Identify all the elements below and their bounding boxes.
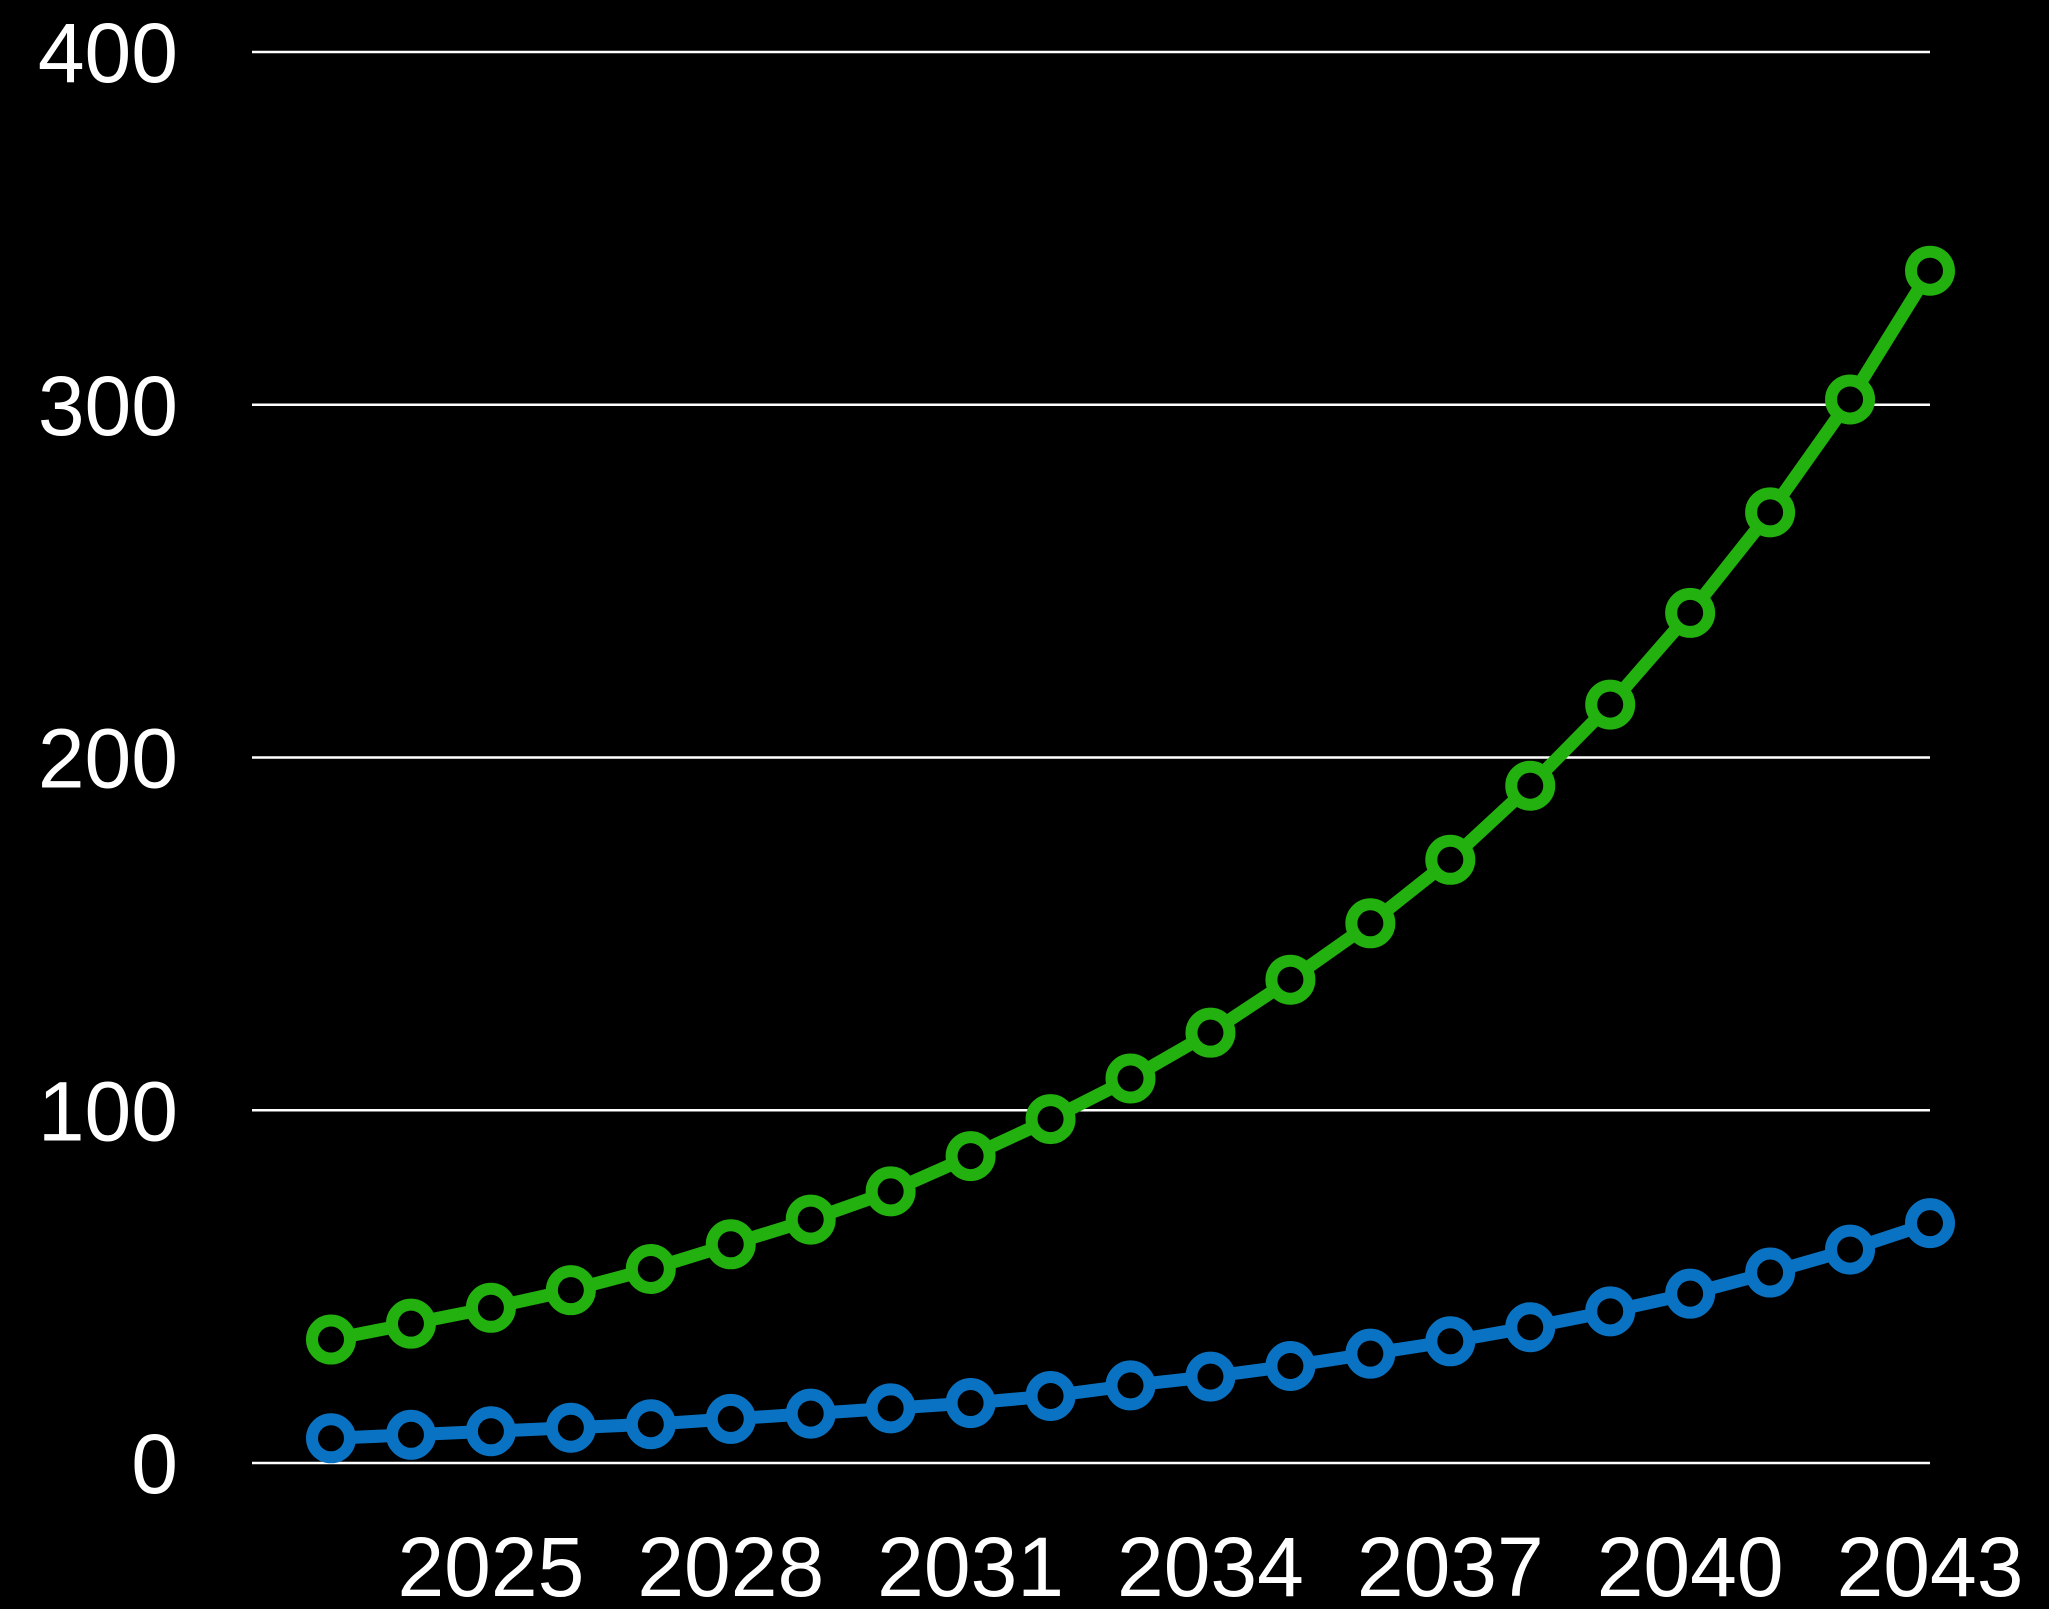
series-2-point-2026	[545, 1402, 596, 1453]
y-axis-tick-labels: 0 100 200 300 400	[38, 6, 178, 1511]
series-2-point-2035	[1265, 1340, 1316, 1391]
series-1-point-2023	[306, 1314, 356, 1365]
x-tick-label-2034: 2034	[1117, 1520, 1304, 1609]
series-1-point-2041	[1745, 487, 1796, 538]
series-1-point-2034	[1185, 1007, 1236, 1058]
y-tick-label-300: 300	[38, 359, 178, 453]
series-1-point-2036	[1345, 898, 1396, 949]
series-group	[306, 245, 1955, 1464]
series-2-point-2023	[306, 1413, 356, 1464]
series-1-point-2025	[465, 1282, 516, 1333]
series-1-point-2029	[785, 1194, 836, 1245]
series-2-point-2031	[945, 1378, 996, 1429]
series-1-point-2035	[1265, 954, 1316, 1005]
series-2-point-2039	[1585, 1286, 1636, 1337]
series-1-point-2038	[1505, 760, 1556, 811]
series-1-point-2024	[385, 1298, 436, 1349]
series-2-point-2030	[865, 1383, 916, 1434]
series-2-point-2037	[1425, 1316, 1476, 1367]
series-1-line	[324, 264, 1937, 1347]
y-tick-label-400: 400	[38, 6, 178, 100]
x-tick-label-2025: 2025	[397, 1520, 584, 1609]
series-1-point-2043	[1905, 245, 1955, 296]
series-2-point-2029	[785, 1388, 836, 1439]
y-tick-label-0: 0	[131, 1417, 178, 1511]
series-2-point-2038	[1505, 1302, 1556, 1353]
series-1-point-2032	[1025, 1094, 1076, 1145]
series-2-point-2028	[705, 1393, 756, 1444]
series-1-point-2040	[1665, 587, 1716, 638]
x-tick-label-2043: 2043	[1837, 1520, 2024, 1609]
series-1-point-2028	[705, 1219, 756, 1270]
series-1-point-2027	[625, 1243, 676, 1294]
series-1-point-2033	[1105, 1053, 1156, 1104]
series-1-point-2026	[545, 1265, 596, 1316]
series-2-point-2032	[1025, 1370, 1076, 1421]
series-2-point-2033	[1105, 1360, 1156, 1411]
series-2	[306, 1198, 1955, 1464]
x-tick-label-2040: 2040	[1597, 1520, 1784, 1609]
series-2-point-2043	[1905, 1198, 1955, 1249]
series-2-point-2042	[1825, 1224, 1876, 1275]
x-tick-label-2028: 2028	[637, 1520, 824, 1609]
x-tick-label-2031: 2031	[877, 1520, 1064, 1609]
series-1	[306, 245, 1955, 1365]
series-2-point-2041	[1745, 1247, 1796, 1298]
x-axis-tick-labels: 2025 2028 2031 2034 2037 2040 2043	[397, 1520, 2023, 1609]
series-1-point-2042	[1825, 374, 1876, 425]
x-tick-label-2037: 2037	[1357, 1520, 1544, 1609]
grid-lines	[252, 50, 1930, 1465]
y-tick-label-100: 100	[38, 1064, 178, 1158]
series-1-point-2030	[865, 1166, 916, 1217]
series-1-point-2039	[1585, 679, 1636, 730]
series-2-point-2040	[1665, 1268, 1716, 1319]
series-2-point-2036	[1345, 1328, 1396, 1379]
y-tick-label-200: 200	[38, 712, 178, 806]
series-2-point-2024	[385, 1409, 436, 1460]
series-1-point-2031	[945, 1131, 996, 1182]
series-2-point-2027	[625, 1399, 676, 1450]
series-2-point-2034	[1185, 1351, 1236, 1402]
series-1-point-2037	[1425, 834, 1476, 885]
series-2-point-2025	[465, 1406, 516, 1457]
